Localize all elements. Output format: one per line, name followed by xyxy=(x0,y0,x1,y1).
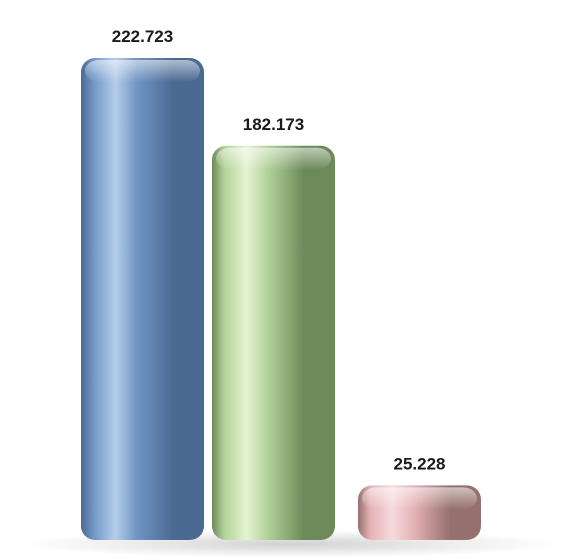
bar-1-top-highlight xyxy=(85,60,200,82)
data-labels-layer: 222.723 182.173 25.228 xyxy=(112,27,446,473)
bar-2 xyxy=(212,145,335,540)
bar-1 xyxy=(81,58,204,540)
bars-layer xyxy=(81,58,481,540)
data-label-2: 182.173 xyxy=(243,115,304,134)
bar-2-top-highlight xyxy=(216,147,331,170)
data-label-3: 25.228 xyxy=(394,454,446,473)
bar-3-top-highlight xyxy=(362,487,477,510)
data-label-1: 222.723 xyxy=(112,27,173,46)
